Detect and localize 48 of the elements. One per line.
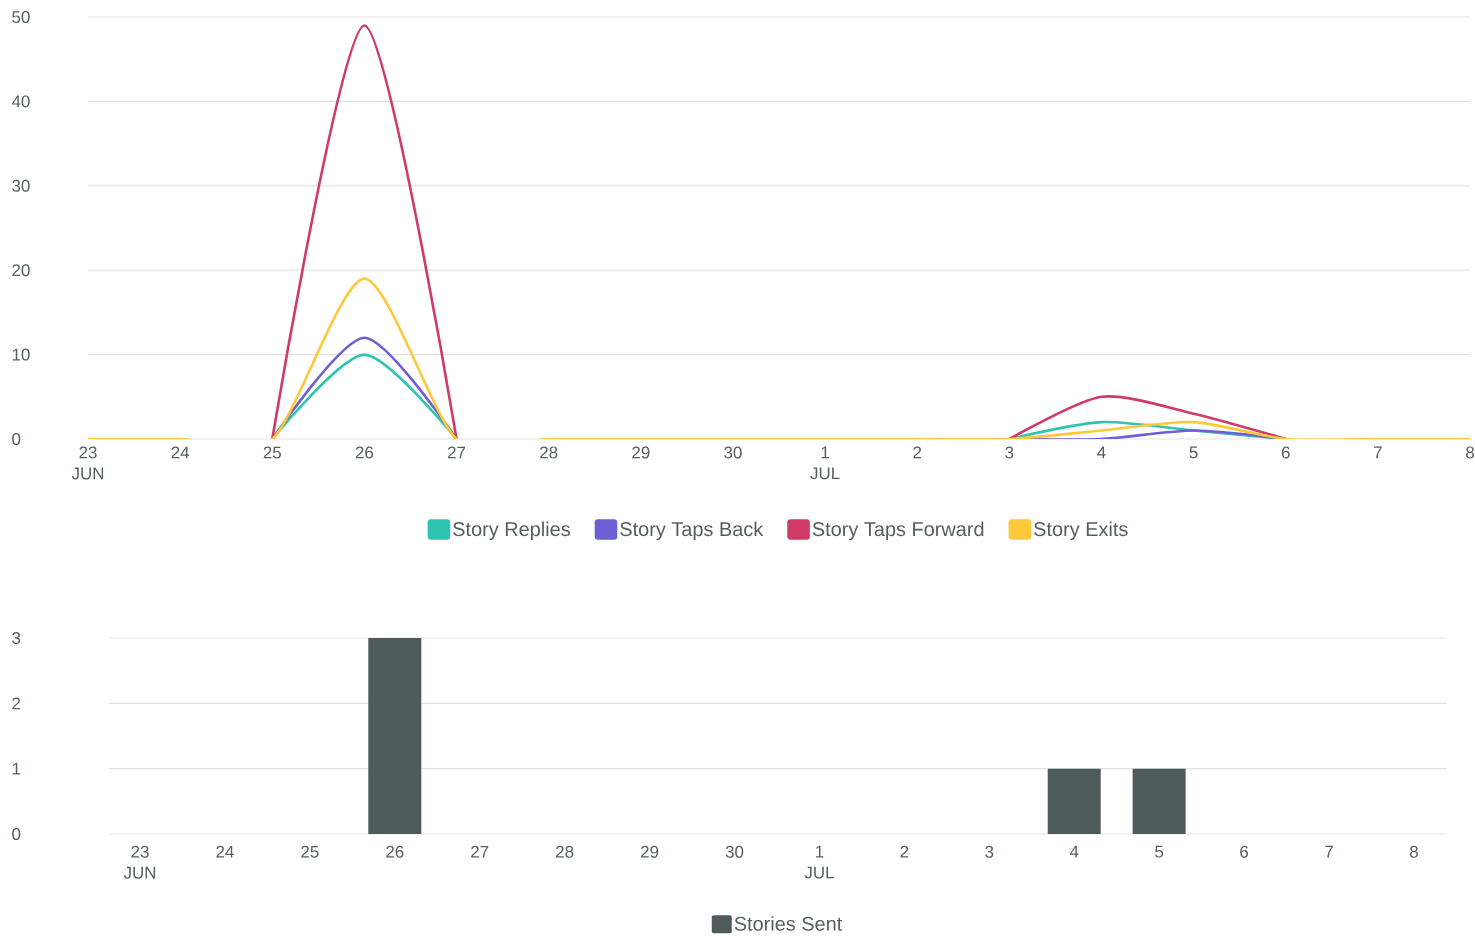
x-tick-label: 24 [216, 845, 234, 858]
x-tick-label: 6 [1281, 446, 1290, 459]
x-tick-label: 23 JUN [71, 446, 104, 480]
x-tick-label: 8 [1466, 446, 1474, 459]
legend-label: Stories Sent [734, 916, 843, 931]
x-tick-label: 27 [447, 446, 466, 459]
x-tick-label: 26 [386, 845, 404, 858]
x-tick-label: 25 [301, 845, 319, 858]
x-tick-label: 25 [263, 446, 281, 459]
x-tick-label: 8 [1409, 845, 1418, 858]
x-tick-label: 2 [900, 845, 909, 858]
x-tick-label: 26 [355, 446, 374, 459]
legend-label: Story Taps Forward [812, 521, 984, 541]
y-tick-label: 2 [12, 697, 21, 710]
x-tick-label: 3 [985, 845, 994, 858]
x-tick-label: 27 [471, 845, 489, 858]
x-tick-label: 5 [1189, 446, 1198, 459]
legend-label: Story Exits [1034, 521, 1128, 541]
x-tick-label: 30 [725, 845, 744, 858]
y-tick-label: 1 [12, 762, 21, 775]
x-tick-label: 28 [556, 845, 574, 858]
x-tick-label: 7 [1325, 845, 1333, 858]
x-tick-label: 29 [641, 845, 659, 858]
y-tick-label: 40 [11, 95, 30, 108]
x-tick-label: 30 [724, 446, 742, 459]
y-tick-label: 50 [12, 10, 30, 23]
x-tick-label: 29 [632, 446, 650, 459]
y-tick-label: 30 [12, 179, 30, 192]
y-tick-label: 3 [12, 632, 21, 644]
x-tick-label: 5 [1155, 845, 1164, 858]
x-tick-label: 24 [171, 446, 190, 459]
legend-label: Story Taps Back [620, 521, 764, 541]
x-tick-label: 3 [1005, 446, 1014, 459]
x-tick-label: 4 [1097, 446, 1106, 459]
x-tick-label: 4 [1069, 845, 1079, 858]
line-series [88, 277, 1471, 439]
y-tick-label: 0 [12, 432, 21, 445]
x-tick-label: 6 [1240, 845, 1249, 858]
x-tick-label: 1 JUL [804, 845, 834, 879]
y-tick-label: 10 [12, 348, 30, 361]
x-tick-label: 7 [1374, 446, 1382, 459]
x-tick-label: 2 [913, 446, 922, 459]
x-tick-label: 1 JUL [810, 446, 840, 480]
legend-label: Story Replies [453, 521, 570, 541]
y-tick-label: 0 [12, 828, 21, 840]
x-tick-label: 23 JUN [123, 845, 156, 879]
x-tick-label: 28 [540, 446, 558, 459]
y-tick-label: 20 [12, 264, 30, 277]
